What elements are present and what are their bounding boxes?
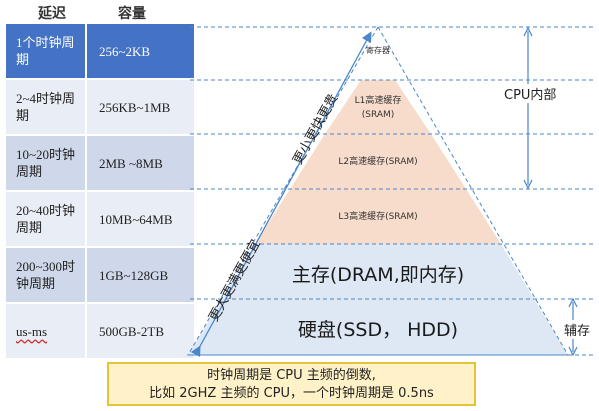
level-label-l3: L3高速缓存(SRAM) (338, 212, 418, 222)
latency-cell: 2~4时钟周期 (6, 80, 85, 134)
latency-cell: 1个时钟周期 (6, 24, 85, 78)
brace-label-auxiliary: 辅存 (562, 320, 593, 339)
level-label-l2: L2高速缓存(SRAM) (338, 157, 418, 167)
tradeoff-arrow (190, 31, 372, 358)
table-row-disk: us-ms 500GB-2TB (6, 304, 194, 358)
latency-cell: 10~20时钟周期 (6, 136, 85, 190)
latency-cell: 20~40时钟周期 (6, 192, 85, 246)
latency-cell: us-ms (6, 304, 85, 358)
level-label-registers: 寄存器 (366, 46, 390, 55)
level-label-l1-name: L1高速缓存 (354, 96, 402, 106)
note-line-1: 时钟周期是 CPU 主频的倒数, (207, 368, 376, 383)
table-row-l2: 10~20时钟周期 2MB ~8MB (6, 136, 194, 190)
level-label-disk: 硬盘(SSD， HDD) (297, 319, 459, 341)
cpu-internal-brace (523, 26, 533, 190)
latency-header: 延迟 (38, 6, 66, 22)
capacity-cell: 1GB~128GB (87, 248, 194, 302)
table-row-registers: 1个时钟周期 256~2KB (6, 24, 194, 78)
capacity-cell: 256~2KB (87, 24, 194, 78)
table-row-main-memory: 200~300时钟周期 1GB~128GB (6, 248, 194, 302)
latency-cell: 200~300时钟周期 (6, 248, 85, 302)
table-header: 延迟 容量 (6, 0, 194, 22)
level-label-l1: L1高速缓存 (SRAM) (338, 94, 418, 122)
note-line-2: 比如 2GHZ 主频的 CPU，一个时钟周期是 0.5ns (149, 386, 434, 401)
level-label-l1-sub: (SRAM) (361, 110, 395, 120)
capacity-cell: 256KB~1MB (87, 80, 194, 134)
table-row-l3: 20~40时钟周期 10MB~64MB (6, 192, 194, 246)
level-label-main-memory: 主存(DRAM,即内存) (291, 264, 465, 286)
note-box: 时钟周期是 CPU 主频的倒数, 比如 2GHZ 主频的 CPU，一个时钟周期是… (107, 362, 476, 406)
brace-label-cpu-internal: CPU内部 (502, 84, 559, 103)
capacity-cell: 500GB-2TB (87, 304, 194, 358)
table-row-l1: 2~4时钟周期 256KB~1MB (6, 80, 194, 134)
capacity-header: 容量 (118, 6, 146, 22)
capacity-cell: 2MB ~8MB (87, 136, 194, 190)
capacity-cell: 10MB~64MB (87, 192, 194, 246)
